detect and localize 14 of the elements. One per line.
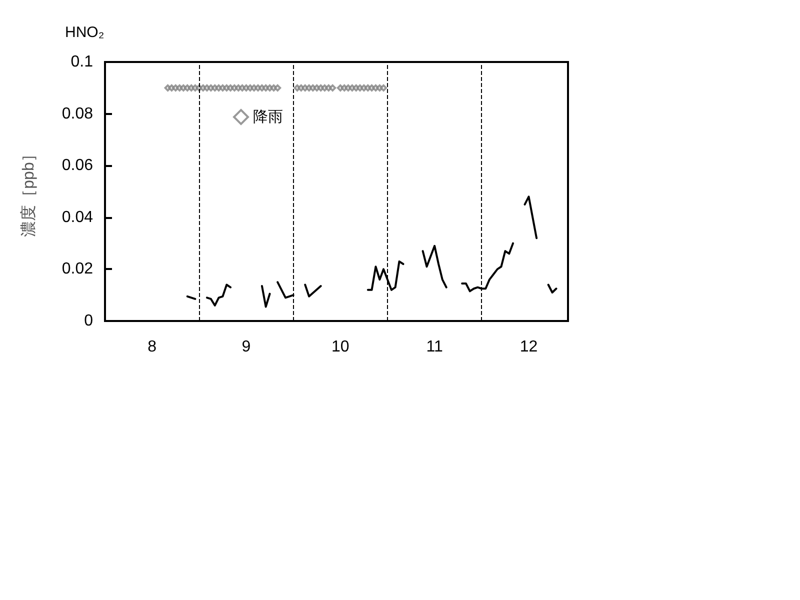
y-tick-label: 0.06 [62,157,94,174]
y-tick-label: 0.04 [62,208,94,226]
y-tick-label: 0.02 [62,260,94,278]
y-tick-label: 0.1 [70,54,94,70]
y-tick-label: 0 [84,312,94,330]
y-axis-title: 濃度［ppb］ [20,146,38,237]
x-tick-label: 11 [426,338,443,356]
x-tick-label: 9 [242,338,251,356]
x-tick-label: 12 [520,338,538,356]
legend-label: 降雨 [253,108,283,126]
x-tick-label: 8 [148,338,157,356]
chart-title: HNO₂ [65,24,104,41]
x-tick-label: 10 [332,338,350,356]
y-tick-label: 0.08 [62,105,94,122]
